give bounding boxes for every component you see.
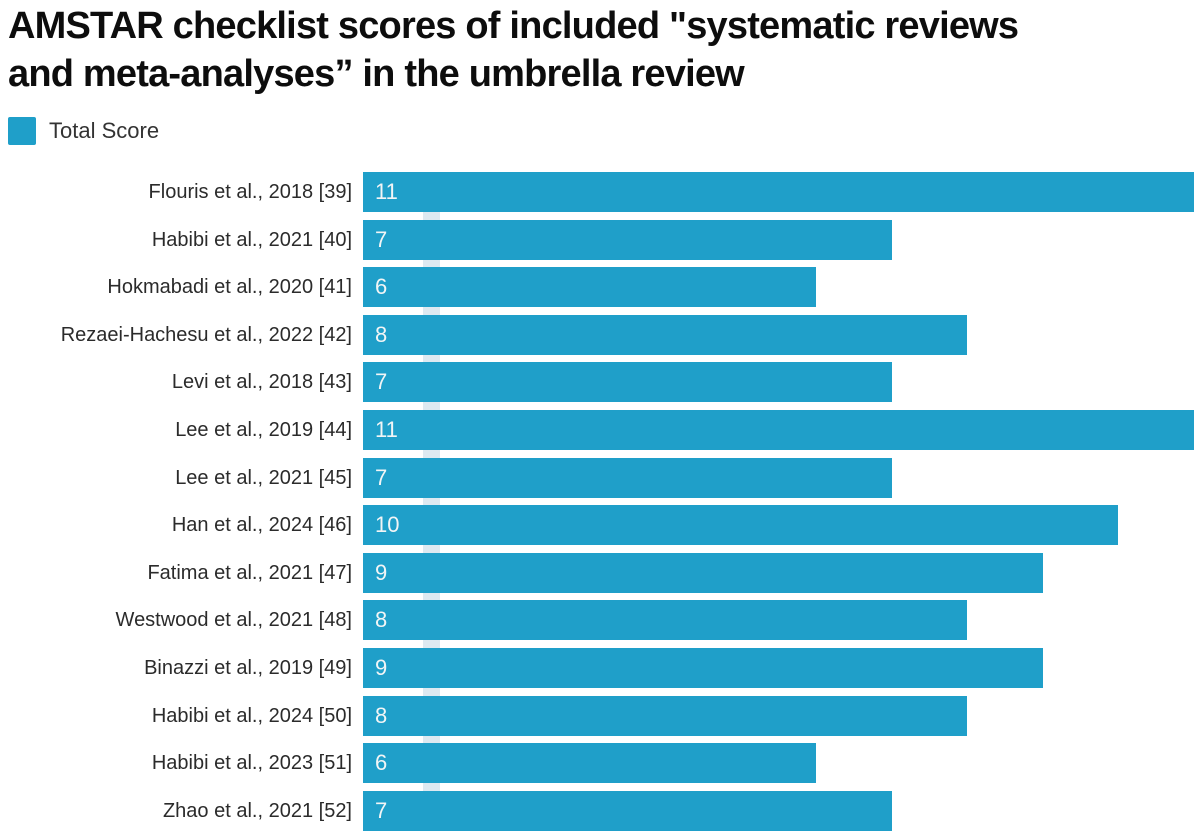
bar-row: Binazzi et al., 2019 [49] 9 xyxy=(0,647,1200,688)
bar-value-label: 8 xyxy=(375,702,388,728)
bar-chart: Flouris et al., 2018 [39] 11 Habibi et al.… xyxy=(0,172,1200,838)
bar-row: Habibi et al., 2023 [51] 6 xyxy=(0,743,1200,784)
bar-value-label: 11 xyxy=(375,179,398,204)
legend: Total Score xyxy=(8,117,159,145)
bar-row: Westwood et al., 2021 [48] 8 xyxy=(0,600,1200,641)
bar-value-label: 7 xyxy=(375,226,388,252)
category-label: Hokmabadi et al., 2020 [41] xyxy=(107,276,352,299)
legend-label: Total Score xyxy=(49,118,160,143)
bar-track: 7 xyxy=(363,219,1200,260)
bar-track: 11 xyxy=(363,409,1200,450)
bar-track: 8 xyxy=(363,695,1200,736)
bar-row: Flouris et al., 2018 [39] 11 xyxy=(0,172,1200,212)
bar-track: 9 xyxy=(363,647,1200,688)
category-label: Han et al., 2024 [46] xyxy=(171,514,352,537)
category-label: Zhao et al., 2021 [52] xyxy=(162,799,352,822)
bar: 10 xyxy=(363,505,1118,546)
bar-track: 6 xyxy=(363,743,1200,784)
bar-track: 8 xyxy=(363,314,1200,355)
bar: 7 xyxy=(363,790,892,831)
bar-value-label: 7 xyxy=(375,797,388,823)
category-label: Binazzi et al., 2019 [49] xyxy=(144,656,352,679)
bar-track: 7 xyxy=(363,362,1200,403)
category-label: Habibi et al., 2024 [50] xyxy=(151,704,352,727)
bar-track: 10 xyxy=(363,505,1200,546)
bar: 7 xyxy=(363,219,892,260)
bar: 11 xyxy=(363,172,1194,212)
bar: 9 xyxy=(363,647,1043,688)
bar-row: Lee et al., 2021 [45] 7 xyxy=(0,457,1200,498)
bar: 9 xyxy=(363,552,1043,593)
bar-row: Habibi et al., 2021 [40] 7 xyxy=(0,219,1200,260)
bar: 7 xyxy=(363,362,892,403)
bar-value-label: 6 xyxy=(375,750,388,776)
bar-value-label: 9 xyxy=(375,654,388,680)
bar-value-label: 7 xyxy=(375,464,388,490)
bar-track: 11 xyxy=(363,172,1200,212)
category-label: Habibi et al., 2021 [40] xyxy=(151,228,352,251)
bar: 6 xyxy=(363,267,816,308)
bar-row: Levi et al., 2018 [43] 7 xyxy=(0,362,1200,403)
bar-row: Habibi et al., 2024 [50] 8 xyxy=(0,695,1200,736)
bar-value-label: 10 xyxy=(375,512,400,538)
bar: 7 xyxy=(363,457,892,498)
category-label: Lee et al., 2021 [45] xyxy=(175,466,352,489)
category-label: Westwood et al., 2021 [48] xyxy=(115,609,352,632)
bar: 6 xyxy=(363,743,816,784)
bar-row: Zhao et al., 2021 [52] 7 xyxy=(0,790,1200,831)
bar-row: Lee et al., 2019 [44] 11 xyxy=(0,409,1200,450)
bar-track: 9 xyxy=(363,552,1200,593)
bar: 11 xyxy=(363,409,1194,450)
bar-row: Han et al., 2024 [46] 10 xyxy=(0,505,1200,546)
bar-row: Rezaei-Hachesu et al., 2022 [42] 8 xyxy=(0,314,1200,355)
bar-row: Hokmabadi et al., 2020 [41] 6 xyxy=(0,267,1200,308)
bar-value-label: 9 xyxy=(375,559,388,585)
category-label: Habibi et al., 2023 [51] xyxy=(151,752,352,775)
bar-track: 7 xyxy=(363,457,1200,498)
bar-rows: Flouris et al., 2018 [39] 11 Habibi et al.… xyxy=(0,172,1200,831)
bar: 8 xyxy=(363,695,967,736)
category-label: Rezaei-Hachesu et al., 2022 [42] xyxy=(60,323,352,346)
bar-value-label: 7 xyxy=(375,369,388,395)
bar: 8 xyxy=(363,600,967,641)
bar-track: 8 xyxy=(363,600,1200,641)
bar-value-label: 6 xyxy=(375,274,388,300)
chart-title-line2: and meta-analyses” in the umbrella revie… xyxy=(8,53,745,95)
category-label: Levi et al., 2018 [43] xyxy=(171,371,352,394)
category-label: Flouris et al., 2018 [39] xyxy=(148,181,352,203)
category-label: Fatima et al., 2021 [47] xyxy=(147,561,352,584)
bar-track: 7 xyxy=(363,790,1200,831)
bar-value-label: 11 xyxy=(375,416,398,442)
category-label: Lee et al., 2019 [44] xyxy=(175,418,352,441)
bar-track: 6 xyxy=(363,267,1200,308)
chart-title: AMSTAR checklist scores of included "sys… xyxy=(8,2,1019,98)
bar-value-label: 8 xyxy=(375,321,388,347)
chart-title-line1: AMSTAR checklist scores of included "sys… xyxy=(8,5,1019,47)
bar-row: Fatima et al., 2021 [47] 9 xyxy=(0,552,1200,593)
bar-value-label: 8 xyxy=(375,607,388,633)
legend-swatch xyxy=(8,117,36,145)
bar: 8 xyxy=(363,314,967,355)
